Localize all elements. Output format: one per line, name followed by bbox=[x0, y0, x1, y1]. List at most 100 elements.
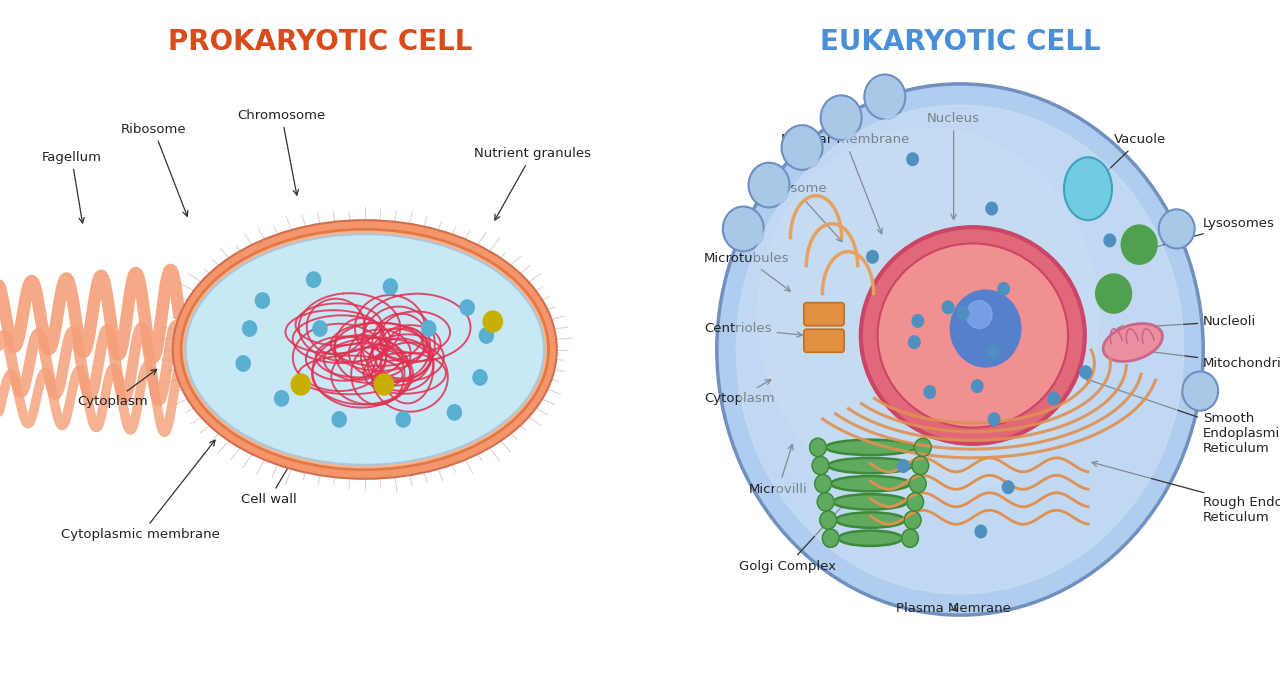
Circle shape bbox=[236, 356, 250, 371]
Text: Mitochondria: Mitochondria bbox=[1137, 348, 1280, 370]
Circle shape bbox=[749, 163, 790, 208]
Text: Pilus: Pilus bbox=[467, 307, 527, 324]
Circle shape bbox=[942, 301, 954, 314]
Circle shape bbox=[911, 456, 929, 475]
Ellipse shape bbox=[831, 476, 910, 491]
Circle shape bbox=[966, 301, 992, 329]
Text: Nutrient granules: Nutrient granules bbox=[474, 147, 590, 220]
Text: Lysosomes: Lysosomes bbox=[1143, 217, 1275, 252]
Circle shape bbox=[972, 380, 983, 392]
Text: Fagellum: Fagellum bbox=[41, 151, 101, 223]
Text: Smooth
Endoplasmic
Reticulum: Smooth Endoplasmic Reticulum bbox=[1085, 378, 1280, 455]
Ellipse shape bbox=[833, 494, 908, 510]
Circle shape bbox=[242, 321, 256, 336]
Circle shape bbox=[820, 95, 861, 140]
Text: Nuclear membrane: Nuclear membrane bbox=[781, 134, 909, 233]
Ellipse shape bbox=[183, 231, 547, 468]
Ellipse shape bbox=[860, 227, 1085, 444]
Text: Chromosome: Chromosome bbox=[238, 109, 325, 195]
Ellipse shape bbox=[826, 440, 915, 455]
Circle shape bbox=[1080, 366, 1092, 378]
Circle shape bbox=[461, 300, 475, 315]
Text: Microtubules: Microtubules bbox=[704, 252, 790, 291]
Text: Cell wall: Cell wall bbox=[241, 423, 315, 506]
Circle shape bbox=[909, 336, 920, 348]
Circle shape bbox=[924, 386, 936, 398]
Circle shape bbox=[717, 84, 1203, 615]
Circle shape bbox=[950, 290, 1021, 367]
Circle shape bbox=[1121, 225, 1157, 264]
Circle shape bbox=[998, 282, 1010, 295]
Circle shape bbox=[1158, 209, 1194, 248]
Circle shape bbox=[909, 475, 927, 493]
Circle shape bbox=[906, 493, 924, 511]
Text: PROKARYOTIC CELL: PROKARYOTIC CELL bbox=[168, 28, 472, 56]
Ellipse shape bbox=[836, 512, 905, 528]
Circle shape bbox=[988, 413, 1000, 426]
Circle shape bbox=[1183, 371, 1219, 410]
Circle shape bbox=[384, 279, 397, 294]
Text: Cytoplasm: Cytoplasm bbox=[704, 380, 774, 405]
Circle shape bbox=[904, 511, 922, 529]
Circle shape bbox=[901, 529, 919, 547]
Ellipse shape bbox=[838, 531, 902, 546]
Ellipse shape bbox=[878, 243, 1068, 428]
Circle shape bbox=[913, 315, 924, 327]
Circle shape bbox=[867, 250, 878, 263]
Circle shape bbox=[374, 374, 394, 395]
Circle shape bbox=[291, 374, 310, 395]
Circle shape bbox=[812, 456, 829, 475]
Ellipse shape bbox=[180, 229, 549, 470]
Circle shape bbox=[1002, 481, 1014, 493]
Circle shape bbox=[986, 202, 997, 215]
Text: Cytoplasmic membrane: Cytoplasmic membrane bbox=[61, 440, 220, 541]
Text: Nucleus: Nucleus bbox=[927, 113, 980, 219]
Circle shape bbox=[864, 75, 905, 120]
Ellipse shape bbox=[1064, 157, 1112, 220]
Circle shape bbox=[1105, 234, 1116, 247]
Text: Cytoplasm: Cytoplasm bbox=[77, 370, 156, 408]
Circle shape bbox=[256, 293, 270, 308]
Circle shape bbox=[421, 321, 435, 336]
Circle shape bbox=[823, 529, 840, 547]
Circle shape bbox=[1096, 274, 1132, 313]
Text: Nucleoli: Nucleoli bbox=[1117, 315, 1257, 331]
Circle shape bbox=[897, 460, 909, 473]
Circle shape bbox=[975, 525, 987, 538]
Circle shape bbox=[957, 307, 969, 319]
Ellipse shape bbox=[1103, 324, 1162, 361]
Circle shape bbox=[274, 391, 289, 406]
Circle shape bbox=[306, 272, 320, 287]
Circle shape bbox=[987, 345, 998, 358]
Circle shape bbox=[809, 438, 827, 456]
Text: Ribosome: Ribosome bbox=[120, 123, 188, 216]
Ellipse shape bbox=[828, 458, 913, 473]
Ellipse shape bbox=[173, 220, 557, 479]
Circle shape bbox=[819, 511, 837, 529]
Circle shape bbox=[484, 311, 503, 332]
Ellipse shape bbox=[173, 220, 557, 479]
Circle shape bbox=[312, 321, 328, 336]
Circle shape bbox=[906, 153, 918, 166]
Circle shape bbox=[479, 328, 494, 343]
Circle shape bbox=[914, 438, 932, 456]
Circle shape bbox=[723, 206, 764, 251]
Ellipse shape bbox=[178, 226, 552, 473]
Circle shape bbox=[758, 129, 1098, 500]
Text: Microvilli: Microvilli bbox=[749, 445, 808, 496]
Circle shape bbox=[736, 105, 1184, 594]
Circle shape bbox=[818, 493, 835, 511]
FancyBboxPatch shape bbox=[804, 329, 845, 352]
Text: EUKARYOTIC CELL: EUKARYOTIC CELL bbox=[819, 28, 1101, 56]
Circle shape bbox=[448, 405, 462, 420]
Text: Ribosome: Ribosome bbox=[762, 182, 842, 242]
Circle shape bbox=[332, 412, 346, 427]
Text: Mucous capsule: Mucous capsule bbox=[330, 394, 438, 447]
Text: Plasma Memrane: Plasma Memrane bbox=[896, 602, 1011, 614]
Text: Centrioles: Centrioles bbox=[704, 322, 803, 337]
Ellipse shape bbox=[186, 234, 544, 465]
Circle shape bbox=[474, 370, 488, 385]
Circle shape bbox=[814, 475, 832, 493]
Text: Vacuole: Vacuole bbox=[1084, 134, 1166, 193]
FancyBboxPatch shape bbox=[804, 303, 845, 326]
